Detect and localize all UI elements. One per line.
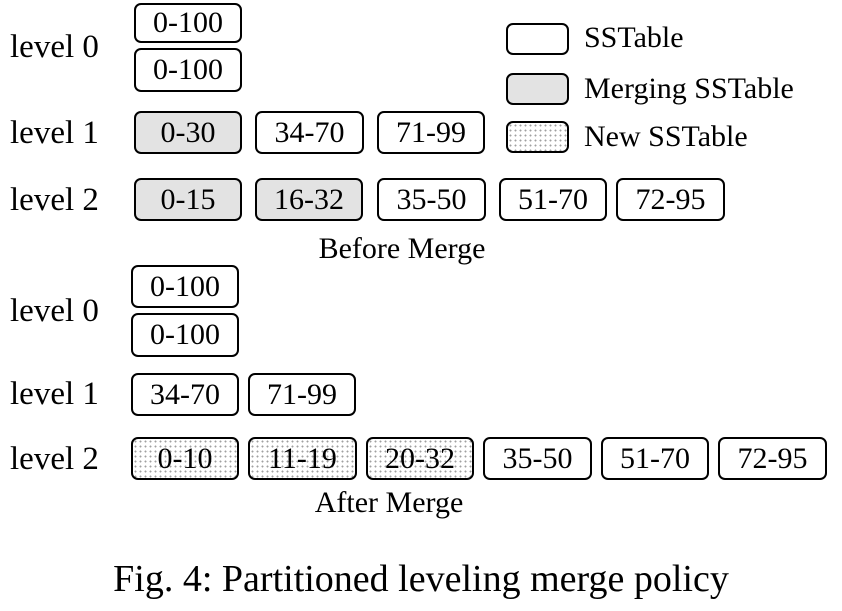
before-level1-sstable-2: 34-70 (255, 111, 364, 154)
after-level2-sstable-3: 20-32 (366, 437, 474, 480)
after-level2-sstable-5: 51-70 (601, 437, 709, 480)
legend-label-new-sstable: New SSTable (584, 120, 748, 153)
before-level2-sstable-4: 51-70 (499, 178, 607, 221)
before-level2-sstable-3: 35-50 (377, 178, 486, 221)
before-level2-sstable-2: 16-32 (255, 178, 363, 221)
after-level0-label: level 0 (10, 293, 99, 329)
after-level1-sstable-1: 34-70 (131, 373, 239, 416)
after-merge-caption: After Merge (314, 486, 464, 519)
after-level2-sstable-1: 0-10 (131, 437, 239, 480)
after-level2-sstable-4: 35-50 (483, 437, 592, 480)
after-level2-label: level 2 (10, 441, 99, 477)
before-level1-label: level 1 (10, 115, 99, 151)
before-level1-sstable-1: 0-30 (134, 111, 242, 154)
after-level2-sstable-2: 11-19 (248, 437, 357, 480)
before-level0-sstable-1: 0-100 (134, 3, 242, 43)
figure-caption: Fig. 4: Partitioned leveling merge polic… (113, 558, 729, 600)
before-level0-label: level 0 (10, 29, 99, 65)
after-level2-sstable-6: 72-95 (718, 437, 827, 480)
legend-label-sstable: SSTable (584, 21, 684, 54)
before-level2-label: level 2 (10, 182, 99, 218)
after-level1-sstable-2: 71-99 (248, 373, 356, 416)
before-level1-sstable-3: 71-99 (377, 111, 485, 154)
after-level1-label: level 1 (10, 376, 99, 412)
before-level2-sstable-5: 72-95 (616, 178, 725, 221)
legend-swatch-new-sstable (506, 121, 569, 153)
after-level0-sstable-1: 0-100 (131, 265, 239, 308)
legend-label-merging-sstable: Merging SSTable (584, 72, 794, 105)
legend-swatch-merging-sstable (506, 73, 569, 105)
before-merge-caption: Before Merge (318, 232, 486, 265)
before-level0-sstable-2: 0-100 (134, 48, 242, 92)
before-level2-sstable-1: 0-15 (134, 178, 242, 221)
legend-swatch-sstable (506, 23, 569, 55)
after-level0-sstable-2: 0-100 (131, 313, 239, 357)
